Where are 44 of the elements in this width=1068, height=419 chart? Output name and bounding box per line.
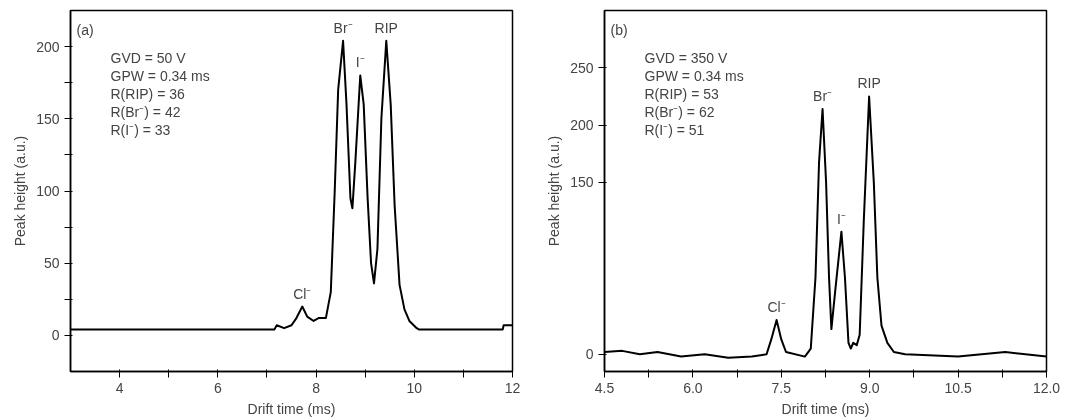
x-tick-label: 10.5: [944, 379, 972, 396]
annotation: GPW = 0.34 ms: [110, 67, 210, 84]
x-axis-title: Drift time (ms): [781, 400, 870, 417]
annotation: RIP: [374, 19, 398, 36]
y-tick-label: 250: [570, 59, 594, 76]
annotation: GVD = 50 V: [110, 49, 187, 66]
annotation: GVD = 350 V: [644, 49, 729, 66]
x-tick-label: 8: [312, 379, 321, 396]
annotation: I⁻: [836, 210, 846, 227]
annotation: GPW = 0.34 ms: [644, 67, 744, 84]
y-tick-label: 0: [585, 346, 594, 363]
x-tick-label: 4: [115, 379, 124, 396]
y-tick-label: 200: [36, 38, 60, 55]
y-tick-label: 150: [36, 110, 60, 127]
annotation: I⁻: [355, 54, 365, 71]
annotation: R(RIP) = 53: [644, 85, 720, 102]
x-tick-label: 4.5: [594, 379, 615, 396]
y-tick-label: 200: [570, 117, 594, 134]
annotation: R(I⁻) = 51: [644, 121, 705, 138]
y-tick-label: 0: [51, 327, 60, 344]
annotation: (b): [610, 21, 628, 38]
annotation: R(Br⁻) = 62: [644, 103, 715, 120]
x-tick-label: 12.0: [1032, 379, 1061, 396]
annotation: R(Br⁻) = 42: [110, 103, 181, 120]
x-tick-label: 6: [213, 379, 222, 396]
annotation: Cl⁻: [293, 285, 312, 302]
y-tick-label: 150: [570, 174, 594, 191]
y-axis-title: Peak height (a.u.): [12, 135, 29, 247]
x-tick-label: 6.0: [683, 379, 703, 396]
annotation: R(I⁻) = 33: [110, 121, 171, 138]
x-tick-label: 9.0: [859, 379, 880, 396]
x-tick-label: 12: [504, 379, 521, 396]
annotation: R(RIP) = 36: [110, 85, 186, 102]
annotation: Cl⁻: [767, 298, 786, 315]
annotation: Br⁻: [813, 88, 833, 105]
x-tick-label: 7.5: [771, 379, 792, 396]
annotation: Br⁻: [333, 19, 353, 36]
y-tick-label: 100: [36, 183, 60, 199]
annotation: RIP: [857, 75, 881, 92]
x-axis-title: Drift time (ms): [247, 400, 336, 417]
annotation: (a): [76, 21, 94, 38]
y-tick-label: 50: [43, 255, 60, 272]
x-tick-label: 10: [406, 379, 423, 396]
y-axis-title: Peak height (a.u.): [546, 135, 563, 247]
